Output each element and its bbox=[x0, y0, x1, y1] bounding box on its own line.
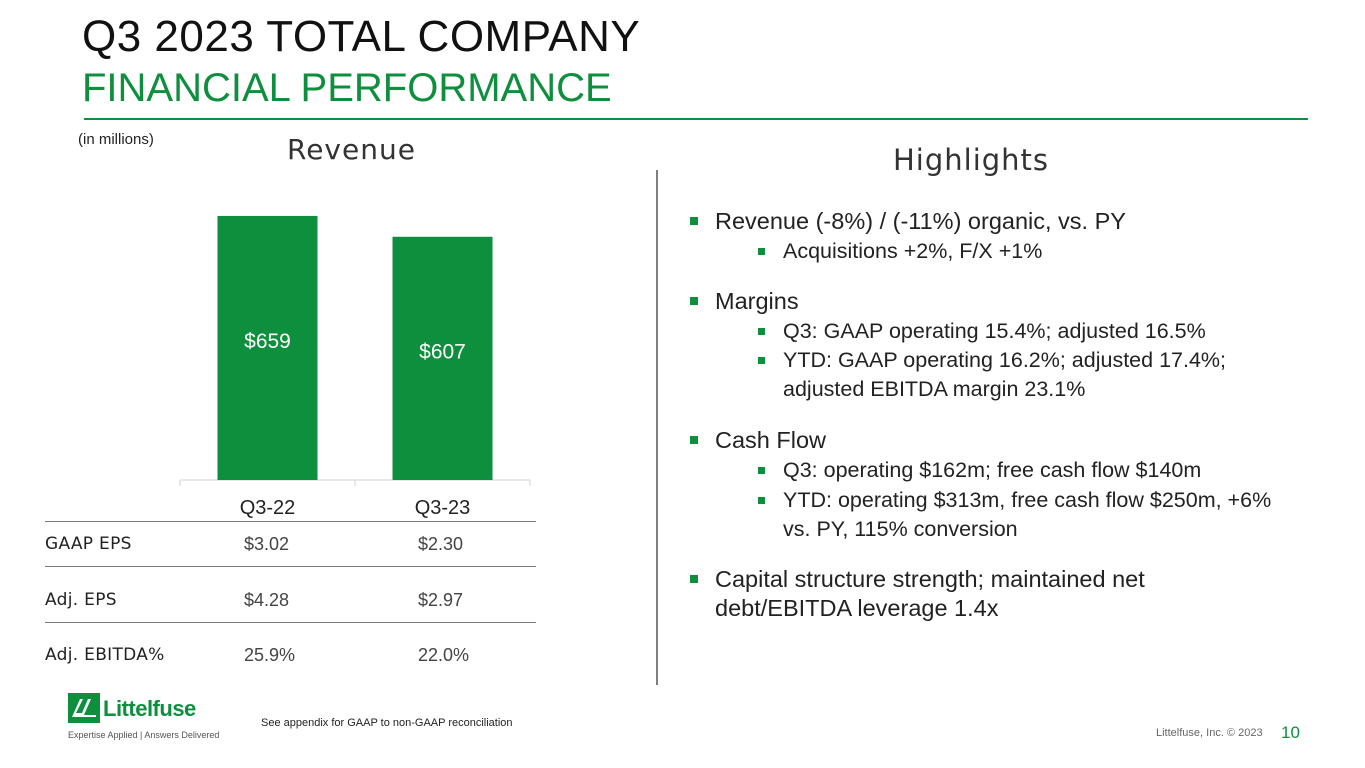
page-number: 10 bbox=[1281, 723, 1300, 742]
sub-bullet-text-line: adjusted EBITDA margin 23.1% bbox=[783, 377, 1086, 401]
logo-mark-icon bbox=[68, 693, 100, 723]
highlights-title: Highlights bbox=[893, 143, 1050, 177]
bullet-square-icon bbox=[758, 497, 765, 504]
vertical-divider bbox=[656, 170, 658, 685]
bullet-text: Capital structure strength; maintained n… bbox=[715, 565, 1145, 623]
bar-value-label: $659 bbox=[244, 330, 291, 353]
sub-bullet-text-line: YTD: GAAP operating 16.2%; adjusted 17.4… bbox=[783, 348, 1227, 372]
footnote: See appendix for GAAP to non-GAAP reconc… bbox=[261, 717, 513, 729]
bullet-text-line: Revenue (-8%) / (-11%) organic, vs. PY bbox=[715, 208, 1126, 234]
bullet-text-line: debt/EBITDA leverage 1.4x bbox=[715, 595, 999, 621]
units-note: (in millions) bbox=[78, 131, 154, 148]
table-row: Adj. EPS $4.28 $2.97 bbox=[45, 590, 535, 610]
sub-bullet-text-line: YTD: operating $313m, free cash flow $25… bbox=[783, 488, 1272, 512]
bullet-square-icon bbox=[690, 217, 698, 225]
copyright: Littelfuse, Inc. © 2023 bbox=[1156, 727, 1263, 739]
bullet-square-icon bbox=[690, 436, 698, 444]
table-rule bbox=[45, 566, 536, 567]
sub-bullet-text-line: Acquisitions +2%, F/X +1% bbox=[783, 239, 1043, 263]
bullet-square-icon bbox=[758, 328, 765, 335]
category-label: Q3-22 bbox=[240, 497, 296, 519]
bullet-square-icon bbox=[690, 297, 698, 305]
metric-value-q3-22: $3.02 bbox=[244, 534, 290, 554]
bullet-text: Cash Flow bbox=[715, 426, 826, 455]
table-row: Adj. EBITDA% 25.9% 22.0% bbox=[45, 645, 535, 665]
bullet-text-line: Cash Flow bbox=[715, 427, 827, 453]
metric-name: Adj. EPS bbox=[45, 590, 117, 610]
bullet-square-icon bbox=[758, 357, 765, 364]
littelfuse-logo: Littelfuse Expertise Applied | Answers D… bbox=[68, 693, 220, 743]
metric-name: GAAP EPS bbox=[45, 534, 132, 554]
logo-tagline: Expertise Applied | Answers Delivered bbox=[68, 730, 220, 740]
logo-wordmark: Littelfuse bbox=[103, 696, 196, 721]
sub-bullet-text-line: vs. PY, 115% conversion bbox=[783, 517, 1018, 541]
table-row: GAAP EPS $3.02 $2.30 bbox=[45, 534, 535, 554]
page-title: Q3 2023 TOTAL COMPANY bbox=[82, 12, 641, 61]
metric-value-q3-23: $2.97 bbox=[418, 590, 464, 610]
sub-bullet-text: Q3: operating $162m; free cash flow $140… bbox=[783, 456, 1201, 485]
page-subtitle: FINANCIAL PERFORMANCE bbox=[82, 66, 612, 110]
table-rule bbox=[45, 521, 536, 522]
chart-title: Revenue bbox=[287, 133, 416, 166]
bullet-text-line: Capital structure strength; maintained n… bbox=[715, 566, 1145, 592]
bar-value-label: $607 bbox=[419, 340, 466, 363]
metric-value-q3-23: $2.30 bbox=[418, 534, 464, 554]
bullet-square-icon bbox=[758, 467, 765, 474]
bullet-square-icon bbox=[758, 248, 765, 255]
metric-name: Adj. EBITDA% bbox=[45, 645, 165, 665]
bar-q3-22 bbox=[217, 215, 318, 480]
sub-bullet-text: YTD: operating $313m, free cash flow $25… bbox=[783, 486, 1271, 544]
sub-bullet-text-line: Q3: GAAP operating 15.4%; adjusted 16.5% bbox=[783, 319, 1206, 343]
table-rule bbox=[45, 622, 536, 623]
bullet-text: Revenue (-8%) / (-11%) organic, vs. PY bbox=[715, 207, 1126, 236]
sub-bullet-text: Acquisitions +2%, F/X +1% bbox=[783, 237, 1042, 266]
metric-value-q3-22: $4.28 bbox=[244, 590, 290, 610]
revenue-chart: $659 Q3-22 $607 Q3-23 bbox=[179, 215, 531, 519]
sub-bullet-text: Q3: GAAP operating 15.4%; adjusted 16.5% bbox=[783, 317, 1206, 346]
bullet-square-icon bbox=[690, 575, 698, 583]
title-underline bbox=[84, 118, 1308, 120]
sub-bullet-text: YTD: GAAP operating 16.2%; adjusted 17.4… bbox=[783, 346, 1226, 404]
bullet-text-line: Margins bbox=[715, 288, 799, 314]
metric-value-q3-22: 25.9% bbox=[244, 645, 296, 665]
category-label: Q3-23 bbox=[415, 497, 471, 519]
metric-value-q3-23: 22.0% bbox=[418, 645, 470, 665]
bar-q3-23 bbox=[392, 236, 493, 480]
bullet-text: Margins bbox=[715, 287, 799, 316]
sub-bullet-text-line: Q3: operating $162m; free cash flow $140… bbox=[783, 458, 1202, 482]
